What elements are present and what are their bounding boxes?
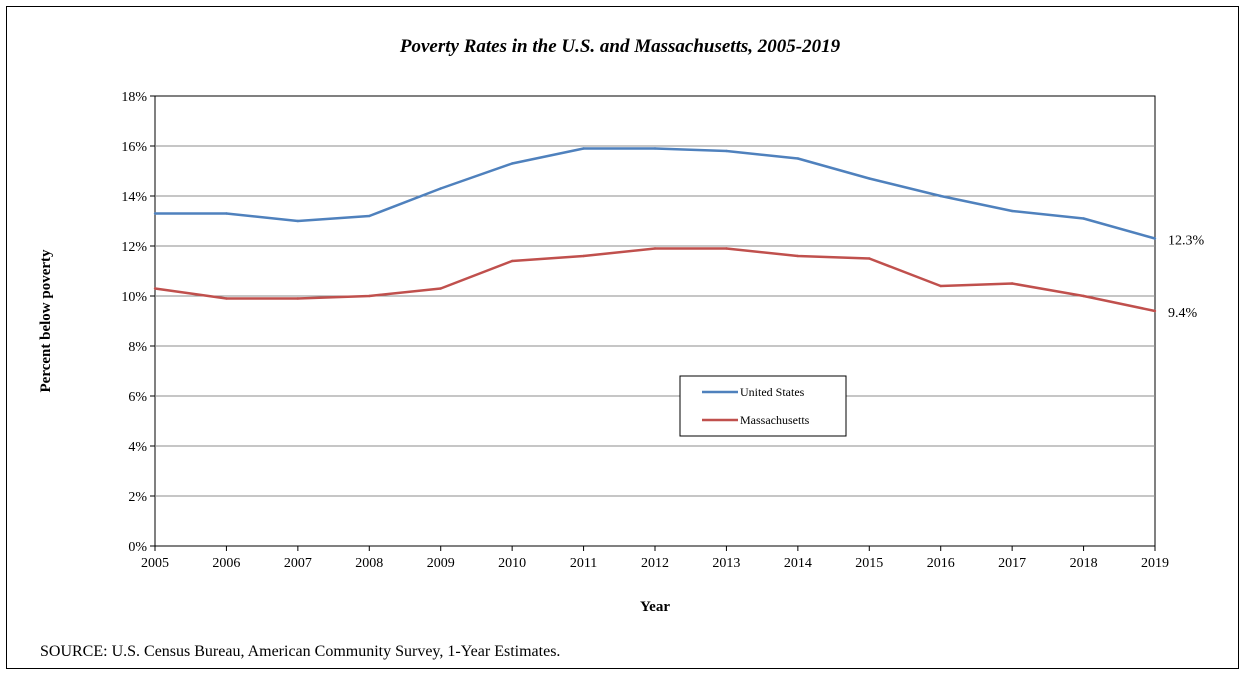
data-point xyxy=(1010,282,1014,285)
y-tick-label: 6% xyxy=(128,390,147,405)
data-point xyxy=(868,177,871,180)
y-tick-label: 10% xyxy=(121,290,147,305)
x-tick-label: 2009 xyxy=(427,556,455,571)
x-tick-label: 2018 xyxy=(1070,556,1098,571)
data-point xyxy=(1082,217,1085,220)
data-point xyxy=(296,219,300,223)
chart-title: Poverty Rates in the U.S. and Massachuse… xyxy=(399,36,841,57)
x-tick-label: 2010 xyxy=(498,556,526,571)
x-tick-label: 2016 xyxy=(927,556,955,571)
data-point xyxy=(1153,309,1157,313)
series-line-massachusetts xyxy=(154,247,1156,313)
data-point xyxy=(939,194,942,198)
y-tick-label: 14% xyxy=(121,190,147,205)
x-tick-label: 2007 xyxy=(284,556,312,571)
data-point xyxy=(1153,237,1157,240)
data-point xyxy=(153,287,157,290)
legend-label: United States xyxy=(740,385,805,399)
data-point xyxy=(1082,294,1085,298)
source-note: SOURCE: U.S. Census Bureau, American Com… xyxy=(40,643,560,660)
legend-label: Massachusetts xyxy=(740,413,810,427)
x-tick-label: 2005 xyxy=(141,556,169,571)
chart-frame xyxy=(6,6,1239,669)
x-tick-label: 2019 xyxy=(1141,556,1169,571)
data-point xyxy=(225,212,228,215)
y-tick-label: 2% xyxy=(128,490,147,505)
data-point xyxy=(796,254,800,258)
data-point xyxy=(725,247,728,250)
y-axis-label: Percent below poverty xyxy=(38,249,54,393)
data-point xyxy=(153,212,157,215)
x-axis-label: Year xyxy=(640,599,670,615)
data-point xyxy=(225,297,228,300)
plot-area xyxy=(154,95,1156,547)
data-point xyxy=(1010,209,1014,213)
data-point xyxy=(653,247,657,250)
series-end-label: 9.4% xyxy=(1168,306,1198,321)
y-tick-label: 16% xyxy=(121,140,147,155)
x-tick-label: 2012 xyxy=(641,556,669,571)
x-tick-label: 2017 xyxy=(998,556,1026,571)
x-tick-label: 2013 xyxy=(712,556,740,571)
data-point xyxy=(296,297,300,300)
data-point xyxy=(868,257,871,260)
x-tick-label: 2008 xyxy=(355,556,383,571)
data-point xyxy=(796,157,800,160)
data-point xyxy=(439,187,442,190)
data-point xyxy=(582,254,585,258)
data-point xyxy=(582,147,585,150)
data-point xyxy=(939,284,942,288)
data-point xyxy=(653,147,657,150)
y-tick-label: 4% xyxy=(128,440,147,455)
x-tick-label: 2011 xyxy=(570,556,597,571)
data-point xyxy=(439,287,442,290)
x-tick-label: 2015 xyxy=(855,556,883,571)
y-tick-label: 18% xyxy=(121,90,147,105)
y-tick-label: 8% xyxy=(128,340,147,355)
series-end-label: 12.3% xyxy=(1168,234,1205,249)
series-line-united-states xyxy=(155,147,1156,240)
y-tick-label: 0% xyxy=(128,540,147,555)
data-point xyxy=(510,259,514,263)
data-point xyxy=(368,294,371,298)
data-point xyxy=(368,214,371,218)
data-point xyxy=(510,162,514,165)
x-tick-label: 2014 xyxy=(784,556,812,571)
x-tick-label: 2006 xyxy=(212,556,240,571)
legend-box xyxy=(679,375,847,437)
data-point xyxy=(725,149,728,153)
y-tick-label: 12% xyxy=(121,240,147,255)
